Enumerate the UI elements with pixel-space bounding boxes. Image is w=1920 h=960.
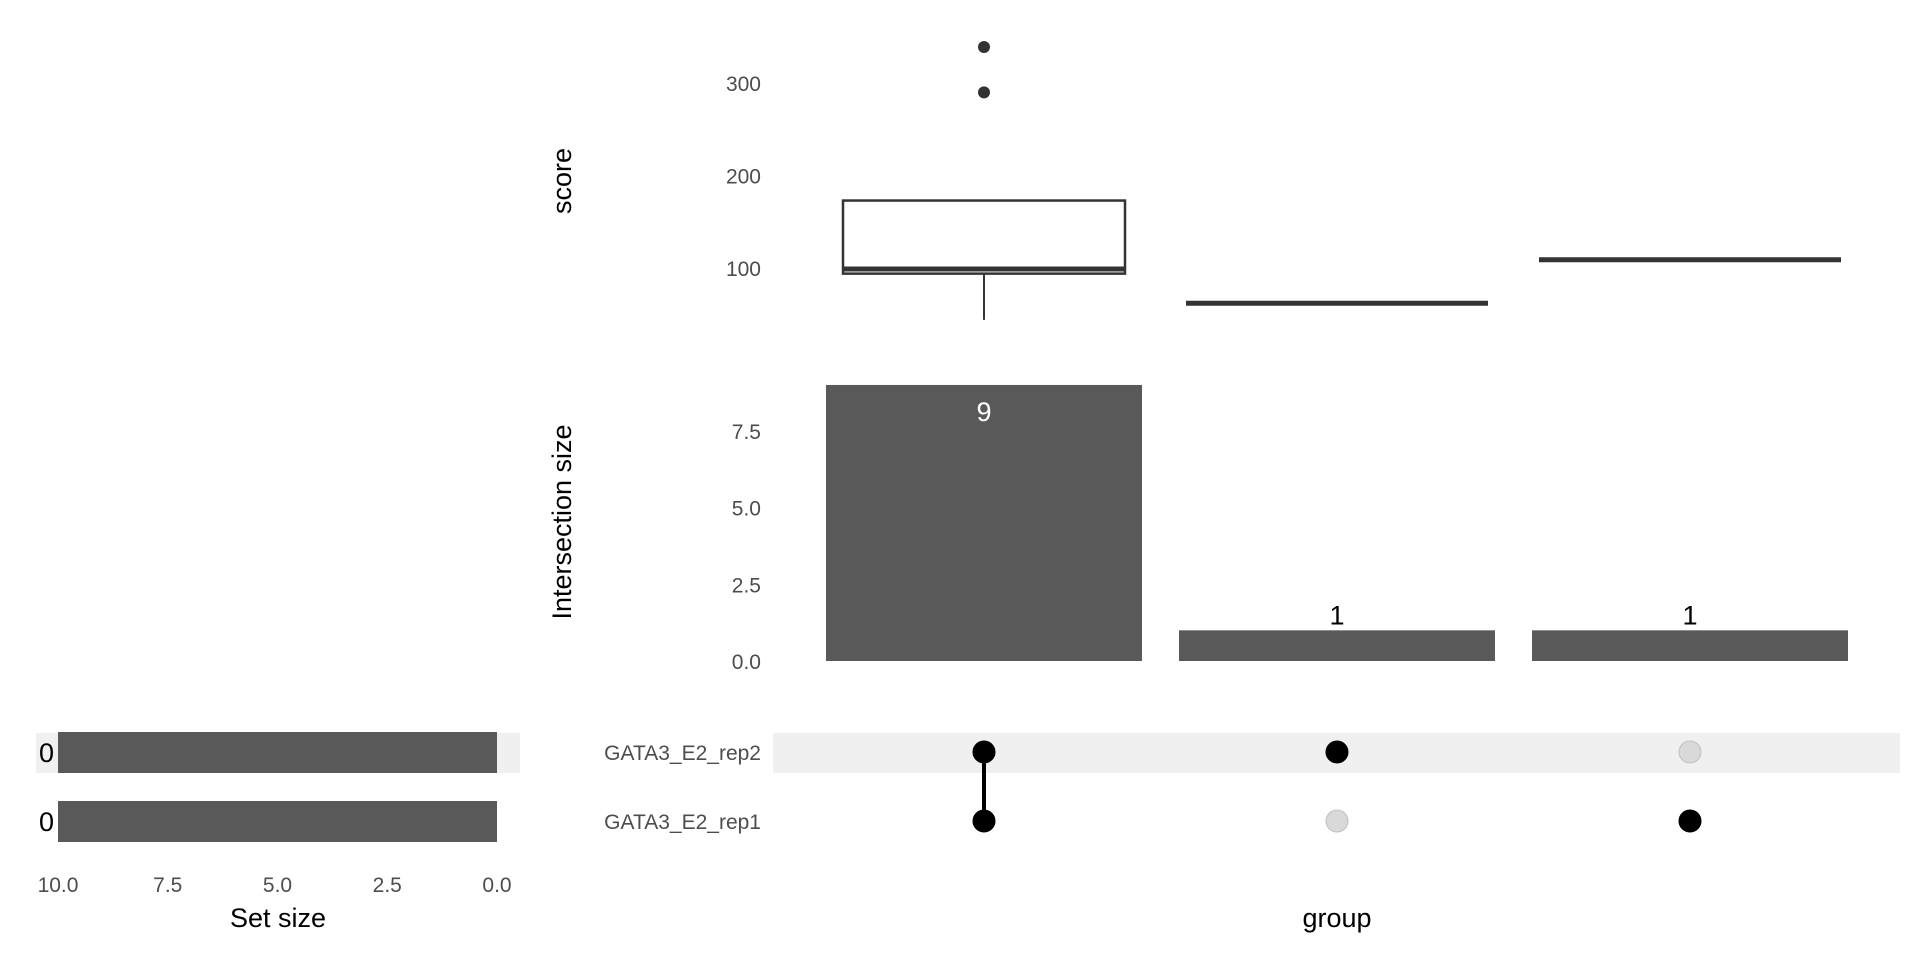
intersection-bar-label: 1 (1329, 600, 1344, 630)
set-size-x-tick-label: 0.0 (482, 874, 511, 897)
boxplot-box (841, 199, 1127, 275)
boxplot-outlier-point (978, 41, 990, 53)
set-size-x-tick-label: 5.0 (263, 874, 292, 897)
matrix-set-label: GATA3_E2_rep1 (604, 811, 761, 834)
intersection-y-tick-label: 0.0 (732, 651, 761, 674)
set-size-x-tick-label: 10.0 (38, 874, 79, 897)
score-boxplot-panel: 100 200 300 score (547, 41, 1841, 320)
set-size-bar (58, 801, 497, 842)
score-y-tick-label: 100 (726, 258, 761, 281)
set-size-count-label: 0 (39, 738, 54, 768)
intersection-bar (1532, 630, 1848, 661)
boxplot-outlier-point (978, 86, 990, 99)
set-size-axis-title: Set size (230, 903, 326, 933)
group-axis-title: group (1302, 903, 1371, 933)
matrix-dot-active (1325, 740, 1349, 764)
intersection-bar (826, 384, 1142, 661)
intersection-size-panel: 0.0 2.5 5.0 7.5 Intersection size 9 1 1 (547, 384, 1848, 674)
set-size-x-tick-label: 2.5 (373, 874, 402, 897)
set-size-panel: 10.0 7.5 5.0 2.5 0.0 0 0 Set size (36, 732, 520, 933)
matrix-dot-active (972, 809, 996, 833)
intersection-axis-title: Intersection size (547, 424, 577, 619)
intersection-y-tick-label: 2.5 (732, 574, 761, 597)
matrix-dot-active (972, 740, 996, 764)
set-size-count-label: 0 (39, 807, 54, 837)
intersection-y-tick-label: 7.5 (732, 421, 761, 444)
matrix-set-label: GATA3_E2_rep2 (604, 742, 761, 765)
score-y-tick-label: 200 (726, 166, 761, 189)
intersection-bar-label: 9 (976, 397, 991, 427)
intersection-y-tick-label: 5.0 (732, 498, 761, 521)
score-y-tick-label: 300 (726, 73, 761, 96)
matrix-dot-inactive (1325, 809, 1349, 833)
intersection-bar (1179, 630, 1495, 661)
set-size-x-tick-label: 7.5 (153, 874, 182, 897)
intersection-bar-label: 1 (1682, 600, 1697, 630)
score-axis-title: score (547, 148, 577, 214)
matrix-dot-active (1678, 809, 1702, 833)
set-size-bar (58, 732, 497, 773)
matrix-dot-inactive (1678, 740, 1702, 764)
